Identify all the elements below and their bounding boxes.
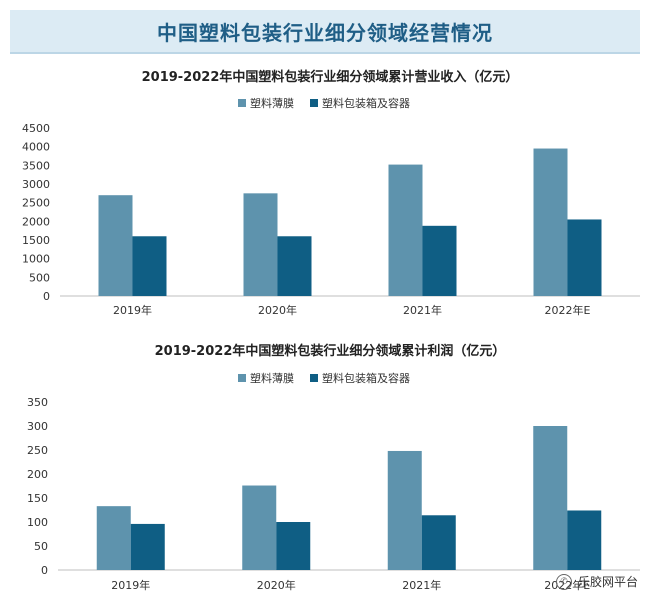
x-tick-label: 2020年 — [258, 303, 297, 317]
x-tick-label: 2019年 — [111, 578, 150, 592]
x-tick-label: 2019年 — [113, 303, 152, 317]
legend-label-container: 塑料包装箱及容器 — [322, 97, 410, 110]
y-tick-label: 200 — [27, 468, 48, 481]
bar-container — [422, 225, 457, 296]
chart-1-title: 2019-2022年中国塑料包装行业细分领域累计营业收入（亿元） — [141, 70, 519, 85]
bar-container — [567, 219, 602, 296]
legend-item-container: 塑料包装箱及容器 — [310, 95, 410, 111]
watermark-text: 乐胶网平台 — [577, 575, 638, 589]
chart-1-legend: 塑料薄膜 塑料包装箱及容器 — [238, 95, 410, 111]
bar-film — [533, 148, 568, 296]
header-banner: 中国塑料包装行业细分领域经营情况 — [10, 10, 640, 54]
bar-container — [276, 522, 311, 570]
legend-swatch-film — [238, 374, 246, 382]
legend-label-container: 塑料包装箱及容器 — [322, 372, 410, 385]
y-tick-label: 300 — [27, 420, 48, 433]
bar-film — [387, 450, 422, 570]
y-tick-label: 1500 — [22, 234, 50, 247]
y-tick-label: 100 — [27, 516, 48, 529]
wechat-icon: ✆ — [555, 573, 572, 590]
revenue-bar-chart: 0 500 1000 1500 2000 2500 3000 3500 4000 4500 2019… — [22, 122, 640, 317]
y-tick-label: 350 — [27, 396, 48, 409]
x-tick-label: 2022年E — [545, 303, 591, 317]
page-title: 中国塑料包装行业细分领域经营情况 — [157, 21, 493, 45]
legend-swatch-container — [310, 374, 318, 382]
y-tick-label: 0 — [43, 290, 50, 303]
bar-container — [567, 510, 602, 570]
chart-2-legend: 塑料薄膜 塑料包装箱及容器 — [238, 370, 410, 386]
y-tick-label: 2500 — [22, 197, 50, 210]
bar-film — [98, 195, 133, 296]
bar-film — [533, 426, 568, 570]
y-tick-label: 2000 — [22, 215, 50, 228]
y-tick-label: 0 — [41, 564, 48, 577]
bar-container — [421, 515, 456, 570]
y-tick-label: 4500 — [22, 122, 50, 135]
y-tick-label: 500 — [29, 271, 50, 284]
bar-film — [243, 193, 278, 296]
x-tick-label: 2020年 — [257, 578, 296, 592]
legend-swatch-film — [238, 99, 246, 107]
bar-film — [388, 164, 423, 296]
y-tick-label: 1000 — [22, 253, 50, 266]
bar-container — [132, 236, 167, 296]
bar-film — [96, 506, 131, 570]
legend-item-film: 塑料薄膜 — [238, 370, 294, 386]
y-tick-label: 250 — [27, 444, 48, 457]
legend-item-film: 塑料薄膜 — [238, 95, 294, 111]
chart-2-title: 2019-2022年中国塑料包装行业细分领域累计利润（亿元） — [154, 344, 506, 359]
source-watermark: ✆ 乐胶网平台 — [555, 573, 638, 590]
legend-label-film: 塑料薄膜 — [250, 372, 294, 385]
y-tick-label: 150 — [27, 492, 48, 505]
y-tick-label: 4000 — [22, 141, 50, 154]
bar-container — [277, 236, 312, 296]
legend-label-film: 塑料薄膜 — [250, 97, 294, 110]
y-tick-label: 3000 — [22, 178, 50, 191]
bar-film — [242, 485, 277, 570]
y-tick-label: 50 — [34, 540, 48, 553]
y-tick-label: 3500 — [22, 159, 50, 172]
legend-swatch-container — [310, 99, 318, 107]
legend-item-container: 塑料包装箱及容器 — [310, 370, 410, 386]
bar-container — [130, 523, 165, 570]
x-tick-label: 2021年 — [402, 578, 441, 592]
x-tick-label: 2021年 — [403, 303, 442, 317]
